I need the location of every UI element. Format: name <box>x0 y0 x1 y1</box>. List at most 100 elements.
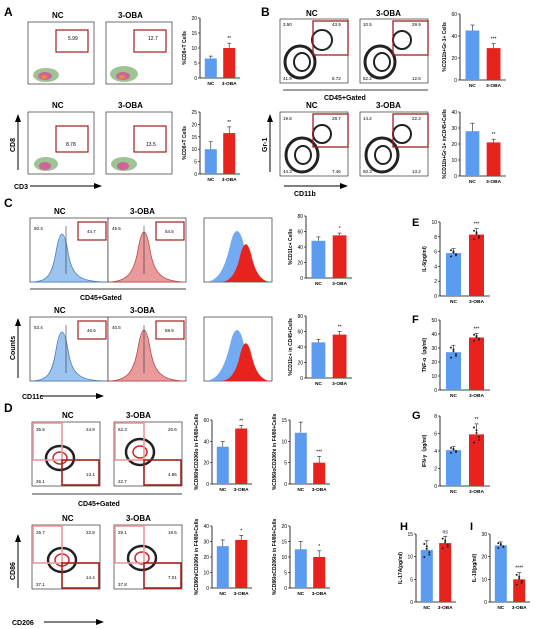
y-tick-label-f-5: 50 <box>431 318 437 324</box>
y-axis-label-e: IL-6(pg/ml) <box>422 246 428 272</box>
y-tick-label-a1-0: 0 <box>194 76 197 82</box>
a-plot-top-oba: 12.7 <box>105 21 173 85</box>
x-tick-label-d1-0: NC <box>219 487 226 493</box>
d-top-oba-q4: 4.86 <box>168 472 177 477</box>
d-top-oba-q3: 22.7 <box>118 479 127 484</box>
d-bot-nc-q2: 22.8 <box>86 530 95 535</box>
bar-a2-1 <box>223 133 236 174</box>
bar-g-0 <box>446 450 461 486</box>
b-axis-arrows <box>267 114 348 189</box>
d-bot-oba-q3: 37.8 <box>118 582 127 587</box>
b-bot-oba-title: 3-OBA <box>376 101 401 110</box>
y-axis-label-g: IFN-γ（pg/ml) <box>422 434 428 467</box>
y-tick-label-d3-4: 40 <box>203 524 209 530</box>
x-tick-label-b2-0: NC <box>469 179 476 185</box>
data-point-g-0-4 <box>452 448 455 451</box>
data-point-f-0-4 <box>452 350 455 353</box>
panel-label-a: A <box>4 5 13 19</box>
y-tick-label-a1-2: 10 <box>191 46 197 52</box>
bar-b1-1 <box>486 48 501 80</box>
a-plot-bot-oba: 13.5 <box>105 111 173 175</box>
x-tick-label-b1-0: NC <box>469 83 476 89</box>
data-point-h-0-5 <box>428 553 431 556</box>
bar-chart-a2: 0 5 10 15 20 25 %CD8+T Cells NC 3-OBA ** <box>182 110 240 183</box>
data-point-f-1-5 <box>478 338 480 341</box>
d-axis-x-label: CD206 <box>12 620 34 627</box>
significance-a1: ** <box>227 36 231 42</box>
c-gated-label: CD45+Gated <box>80 295 122 302</box>
b-plot-bot-oba: 14.2 22.3 50.3 13.2 <box>359 111 429 177</box>
panel-label-f: F <box>412 314 419 326</box>
bar-c2-1 <box>332 334 347 378</box>
x-tick-label-c1-0: NC <box>315 281 322 287</box>
y-tick-label-f-2: 20 <box>431 360 437 366</box>
bar-chart-a1: 0 5 10 15 20 %CD8+T Cells NC 3-OBA ** <box>182 16 240 87</box>
y-axis-label-i: IL-10(pg/ml) <box>472 554 478 583</box>
data-point-i-0-5 <box>502 546 505 549</box>
d-plot-top-nc: 35.5 24.9 26.1 13.1 <box>31 421 101 487</box>
b-plot-top-oba: 10.5 29.9 52.2 12.6 <box>359 18 429 84</box>
x-tick-label-g-1: 3-OBA <box>469 489 484 495</box>
c-axis-arrows <box>15 318 104 399</box>
b-bot-oba-q4: 13.2 <box>412 169 421 174</box>
bar-chart-i: 0 10 20 30 IL-10(pg/ml) NC 3-OBA **** <box>472 532 530 611</box>
y-tick-label-f-3: 30 <box>431 346 437 352</box>
x-tick-label-c1-1: 3-OBA <box>332 281 347 287</box>
b-top-nc-q1: 3.50 <box>283 22 292 27</box>
y-axis-label-a2: %CD8+T Cells <box>182 126 188 160</box>
y-tick-label-d4-3: 15 <box>281 540 287 546</box>
y-tick-label-g-2: 4 <box>434 449 437 455</box>
y-tick-label-d3-1: 10 <box>203 571 209 577</box>
d-bot-oba-title: 3-OBA <box>126 514 151 523</box>
bar-i-0 <box>494 545 507 602</box>
x-tick-label-d4-0: NC <box>297 591 304 597</box>
panel-label-c: C <box>4 196 13 210</box>
bar-chart-h: 0 5 10 15 IL-17A(pg/ml) NC 3-OBA ns <box>398 529 456 611</box>
y-tick-label-c1-2: 40 <box>297 245 303 251</box>
data-point-f-0-2 <box>455 353 457 356</box>
data-point-f-1-4 <box>475 335 478 338</box>
data-point-i-1-2 <box>520 580 523 583</box>
a-top-nc-title: NC <box>52 11 64 20</box>
bar-d3-1 <box>235 539 248 588</box>
b-plot-bot-nc: 19.8 28.7 44.3 7.46 <box>279 111 349 177</box>
y-tick-label-d4-0: 0 <box>284 586 287 592</box>
data-point-f-0-1 <box>452 348 455 351</box>
d-axis-arrows <box>15 534 104 625</box>
c-hist-bot-nc: 53.4 46.6 <box>29 316 109 382</box>
y-tick-label-c2-2: 40 <box>297 345 303 351</box>
y-tick-label-a2-0: 0 <box>194 172 197 178</box>
y-axis-label-b2: %CD11b+Gr-1+ inCD45+Cells <box>442 109 448 179</box>
data-point-g-1-2 <box>478 436 480 439</box>
a-gate-top-oba: 12.7 <box>148 36 158 42</box>
bar-b2-0 <box>465 131 480 176</box>
b-bot-nc-q3: 44.3 <box>283 169 292 174</box>
c-bot-oba-title: 3-OBA <box>130 306 155 315</box>
bar-d4-1 <box>313 557 326 588</box>
data-point-i-1-3 <box>515 573 518 576</box>
y-tick-label-f-4: 40 <box>431 332 437 338</box>
y-axis-label-b1: %CD11b+Gr-1+ Cells <box>442 22 448 72</box>
b-top-oba-q4: 12.6 <box>412 76 421 81</box>
y-tick-label-i-1: 10 <box>481 577 487 583</box>
bar-chart-b2: 0 10 20 30 40%CD11b+Gr-1+ inCD45+Cells NC 3-OB… <box>442 109 506 185</box>
c-top-oba-right: 54.5 <box>165 229 174 234</box>
significance-d2: *** <box>316 449 322 455</box>
data-point-i-1-5 <box>520 581 523 584</box>
y-tick-label-b1-1: 20 <box>451 56 457 62</box>
x-tick-label-b2-1: 3-OBA <box>486 179 501 185</box>
x-tick-label-i-0: NC <box>497 605 504 611</box>
a-axis-x-label: CD3 <box>14 184 28 191</box>
data-point-h-1-5 <box>446 545 449 548</box>
y-tick-label-d1-0: 0 <box>206 482 209 488</box>
b-bot-nc-q1: 19.8 <box>283 116 292 121</box>
panel-label-d: D <box>4 401 13 415</box>
y-tick-label-b2-4: 40 <box>451 110 457 116</box>
y-tick-label-c1-3: 60 <box>297 230 303 236</box>
c-hist-bot-oba: 40.5 59.5 <box>107 316 187 382</box>
a-top-oba-title: 3-OBA <box>118 11 143 20</box>
data-point-i-1-4 <box>518 577 521 580</box>
y-tick-label-d4-1: 5 <box>284 571 287 577</box>
bar-chart-d3: 0 10 20 30 40%CD86hiCD206hi in F4/80+Cells NC… <box>194 519 252 597</box>
